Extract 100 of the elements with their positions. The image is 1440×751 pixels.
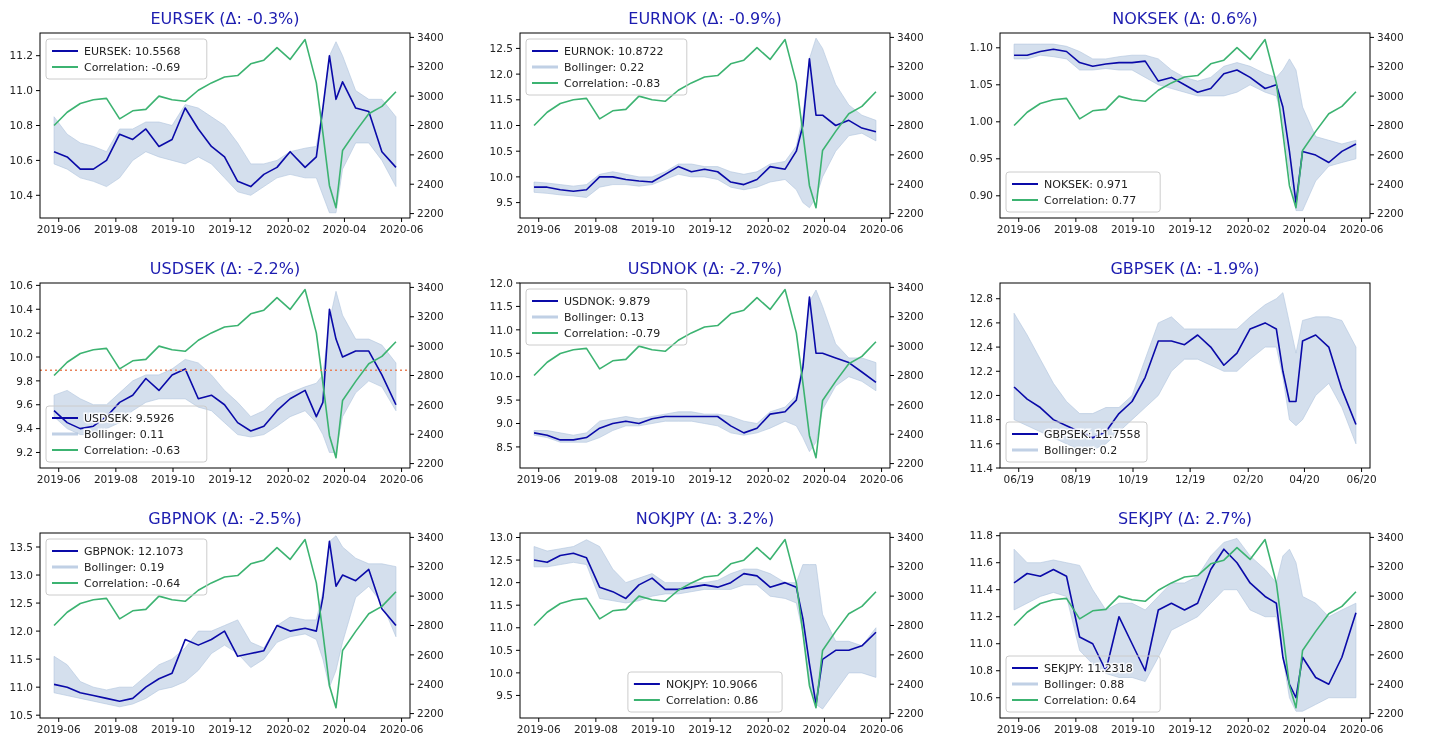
y2-tick-label: 2800	[417, 619, 444, 632]
y2-tick-label: 2400	[897, 177, 924, 190]
x-tick-label: 2020-02	[266, 723, 311, 735]
y2-tick-label: 2400	[897, 677, 924, 690]
y2-tick-label: 2400	[1377, 177, 1404, 190]
y-tick-label: 9.8	[16, 374, 33, 387]
y-tick-label: 12.5	[489, 553, 513, 566]
y-tick-label: 11.8	[969, 529, 993, 542]
line-series	[53, 308, 397, 432]
x-tick-label: 2019-10	[631, 723, 675, 735]
line-series	[1013, 322, 1357, 439]
chart-title: GBPNOK (Δ: -2.5%)	[148, 509, 302, 528]
y2-tick-label: 3000	[897, 89, 924, 102]
y2-tick-label: 3200	[1377, 60, 1404, 73]
y-tick-label: 12.0	[969, 389, 993, 402]
x-tick-label: 2019-12	[208, 723, 253, 735]
y2-tick-label: 3200	[897, 310, 924, 323]
y-tick-label: 12.2	[969, 364, 993, 377]
x-tick-label: 2019-10	[151, 223, 195, 235]
x-tick-label: 2020-02	[746, 723, 791, 735]
y2-tick-label: 2200	[1377, 707, 1404, 720]
y-tick-label: 10.5	[489, 346, 513, 359]
x-tick-label: 10/19	[1117, 473, 1149, 485]
x-tick-label: 2019-06	[516, 223, 561, 235]
x-tick-label: 2020-02	[746, 473, 791, 485]
x-tick-label: 2020-04	[802, 723, 847, 735]
y-tick-label: 11.5	[489, 300, 513, 313]
y2-tick-label: 2200	[897, 457, 924, 470]
y-tick-label: 11.0	[9, 84, 33, 97]
x-tick-label: 2020-06	[859, 473, 904, 485]
legend-label: Correlation: 0.77	[1044, 193, 1137, 207]
y-tick-label: 0.90	[969, 189, 993, 202]
y2-tick-label: 2200	[897, 707, 924, 720]
x-tick-label: 2020-04	[802, 223, 847, 235]
y2-tick-label: 3400	[897, 31, 924, 44]
y2-tick-label: 3200	[897, 560, 924, 573]
y2-tick-label: 3400	[417, 31, 444, 44]
legend-label: Correlation: 0.86	[665, 693, 759, 707]
y-tick-label: 11.0	[969, 637, 993, 650]
chart-title: USDNOK (Δ: -2.7%)	[627, 259, 783, 278]
x-tick-label: 2019-12	[1168, 223, 1213, 235]
y-tick-label: 13.0	[9, 568, 33, 581]
y-tick-label: 12.0	[489, 67, 513, 80]
y2-tick-label: 2200	[417, 707, 444, 720]
y2-tick-label: 3200	[417, 310, 444, 323]
y2-tick-label: 2800	[1377, 619, 1404, 632]
x-tick-label: 2020-04	[322, 223, 367, 235]
y-tick-label: 11.0	[9, 680, 33, 693]
y2-tick-label: 2600	[1377, 148, 1404, 161]
y-tick-label: 9.5	[496, 393, 513, 406]
line-series	[53, 54, 397, 188]
x-tick-label: 04/20	[1289, 473, 1320, 485]
x-tick-label: 2019-06	[996, 723, 1041, 735]
y-tick-label: 10.4	[9, 302, 34, 315]
legend-label: NOKJPY: 10.9066	[665, 677, 758, 691]
y-tick-label: 12.8	[969, 292, 993, 305]
x-tick-label: 2020-06	[379, 223, 424, 235]
y-tick-label: 12.0	[489, 276, 513, 289]
y2-tick-label: 3000	[1377, 589, 1404, 602]
y2-tick-label: 3200	[417, 560, 444, 573]
legend-label: NOKSEK: 0.971	[1044, 177, 1128, 191]
legend-label: Correlation: -0.69	[84, 60, 181, 74]
y-tick-label: 10.8	[9, 119, 33, 132]
y-tick-label: 9.0	[496, 417, 513, 430]
y2-tick-label: 3400	[897, 531, 924, 544]
x-tick-label: 2019-08	[573, 223, 618, 235]
y-tick-label: 9.5	[496, 689, 513, 702]
y2-tick-label: 3400	[417, 531, 444, 544]
legend-label: Correlation: -0.83	[564, 76, 661, 90]
y-tick-label: 9.4	[16, 422, 34, 435]
y-tick-label: 10.6	[9, 279, 34, 292]
x-tick-label: 2020-04	[802, 473, 847, 485]
x-tick-label: 2019-10	[631, 223, 675, 235]
legend-label: USDNOK: 9.879	[564, 294, 651, 308]
x-tick-label: 2019-12	[688, 723, 733, 735]
y-tick-label: 11.5	[489, 93, 513, 106]
x-tick-label: 2019-06	[36, 723, 81, 735]
y2-tick-label: 2600	[1377, 648, 1404, 661]
x-tick-label: 2019-10	[151, 723, 195, 735]
y2-tick-label: 3000	[417, 89, 444, 102]
annotation: Bollinger: 0.13	[564, 310, 645, 324]
y-tick-label: 10.5	[489, 643, 513, 656]
x-tick-label: 06/19	[1003, 473, 1034, 485]
y-tick-label: 11.4	[969, 583, 994, 596]
x-tick-label: 2019-08	[1053, 223, 1098, 235]
y-tick-label: 12.4	[969, 340, 994, 353]
x-tick-label: 2020-02	[266, 223, 311, 235]
y2-tick-label: 3200	[897, 60, 924, 73]
x-tick-label: 2019-06	[996, 223, 1041, 235]
y-tick-label: 9.2	[16, 446, 33, 459]
y-tick-label: 10.2	[9, 326, 33, 339]
y-tick-label: 11.0	[489, 323, 513, 336]
legend-label: EURSEK: 10.5568	[84, 44, 181, 58]
y-tick-label: 10.6	[969, 691, 994, 704]
x-tick-label: 2020-04	[1282, 223, 1327, 235]
x-tick-label: 2019-08	[1053, 723, 1098, 735]
legend-label: Correlation: -0.79	[564, 326, 661, 340]
y-tick-label: 10.0	[9, 350, 33, 363]
x-tick-label: 2019-12	[208, 473, 253, 485]
x-tick-label: 2020-02	[266, 473, 311, 485]
